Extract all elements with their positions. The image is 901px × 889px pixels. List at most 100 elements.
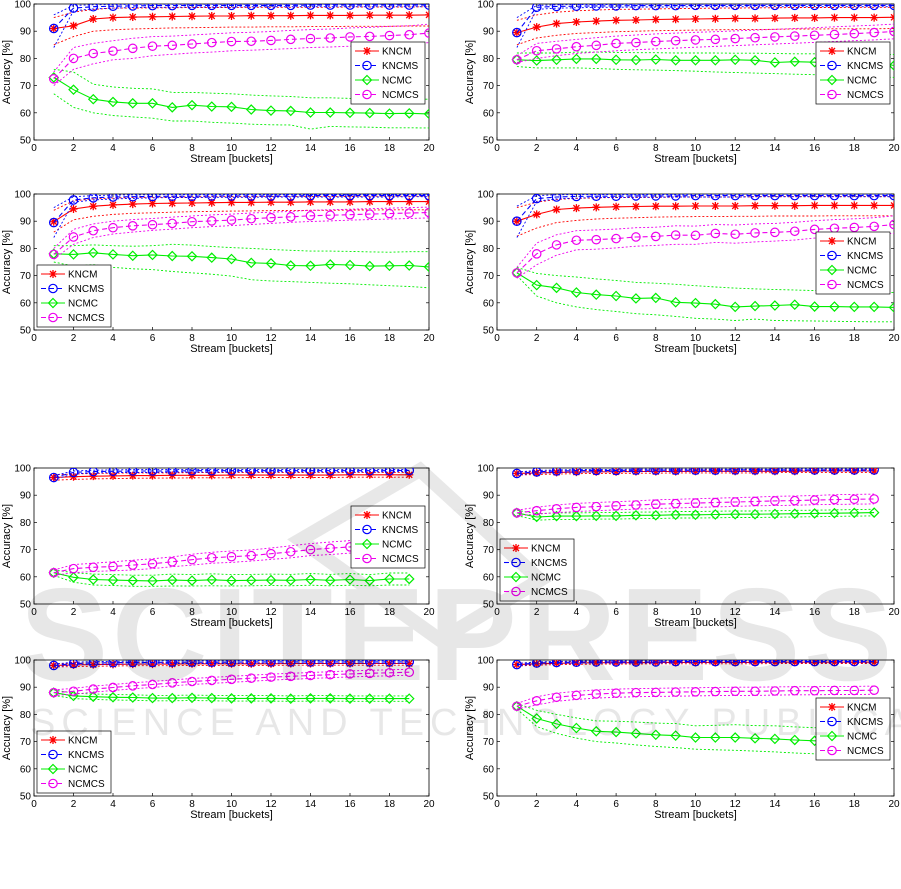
data-point-NCMC — [245, 104, 257, 115]
band-upper-NCMC — [53, 243, 429, 253]
data-point-NCMCS — [364, 209, 375, 219]
data-point-KNCM — [770, 14, 779, 23]
x-tick-label: 16 — [344, 799, 356, 810]
y-tick-label: 50 — [483, 792, 495, 803]
data-point-KNCM — [592, 203, 601, 212]
data-point-NCMCS — [730, 497, 740, 507]
data-point-KNCM — [365, 11, 374, 20]
data-point-KNCMS — [829, 194, 840, 201]
legend-label-KNCMS: KNCMS — [382, 525, 418, 536]
legend-marker-KNCM — [828, 703, 836, 711]
legend: KNCM KNCMS NCMC NCMCS — [36, 730, 112, 794]
data-point-NCMCS — [384, 667, 395, 678]
data-point-KNCMS — [325, 194, 336, 201]
x-tick-label: 4 — [574, 143, 580, 154]
data-point-KNCMS — [404, 4, 415, 10]
band-upper-KNCM — [516, 196, 894, 209]
data-point-KNCM — [49, 473, 58, 482]
data-point-NCMC — [551, 718, 562, 730]
data-point-KNCMS — [531, 4, 542, 13]
data-point-KNCMS — [849, 660, 860, 667]
y-tick-label: 50 — [483, 326, 495, 337]
data-point-NCMC — [147, 97, 158, 109]
x-tick-label: 14 — [769, 143, 781, 154]
data-point-KNCMS — [68, 4, 79, 13]
data-point-NCMCS — [48, 567, 59, 578]
data-point-KNCM — [109, 660, 117, 669]
data-point-NCMC — [107, 691, 119, 703]
x-tick-label: 12 — [265, 143, 277, 154]
legend-marker-NCMCS — [48, 778, 58, 789]
series-line-NCMCS — [516, 498, 875, 514]
data-point-KNCM — [711, 14, 720, 23]
data-point-KNCM — [830, 201, 839, 210]
data-point-KNCM — [532, 468, 541, 477]
data-point-KNCM — [247, 11, 256, 20]
data-point-NCMC — [147, 692, 158, 704]
x-axis-label: Stream [buckets] — [190, 153, 273, 165]
series-line-KNCMS — [53, 469, 410, 479]
data-point-KNCM — [512, 217, 521, 226]
data-point-KNCMS — [88, 4, 99, 12]
chart-r4c2: 0 2 4 6 8 10 12 14 16 18 20 50 60 70 80 90 100 Stream [bu… — [464, 656, 900, 822]
series-line-NCMCS — [53, 541, 410, 574]
x-tick-label: 10 — [226, 333, 238, 344]
data-point-NCMC — [729, 301, 741, 313]
x-tick-label: 20 — [888, 143, 900, 154]
data-point-KNCM — [751, 201, 760, 210]
legend: KNCM KNCMS NCMC NCMCS — [350, 41, 426, 105]
data-point-KNCM — [612, 468, 621, 476]
data-point-NCMCS — [325, 33, 336, 43]
data-point-KNCMS — [670, 660, 681, 667]
data-point-NCMC — [265, 258, 277, 269]
data-point-NCMC — [305, 693, 316, 704]
data-point-NCMC — [206, 692, 218, 704]
data-point-NCMCS — [730, 686, 740, 697]
data-point-KNCMS — [889, 4, 894, 11]
data-point-NCMC — [749, 54, 761, 66]
x-tick-label: 12 — [730, 333, 742, 344]
x-tick-label: 12 — [730, 143, 742, 154]
data-point-NCMCS — [147, 558, 158, 569]
legend-label-KNCMS: KNCMS — [68, 750, 104, 761]
plot-series — [48, 660, 415, 704]
data-point-KNCMS — [127, 660, 138, 668]
data-point-NCMCS — [591, 501, 602, 512]
legend-marker-KNCMS — [827, 716, 837, 727]
data-point-KNCM — [128, 660, 137, 669]
data-point-KNCM — [631, 16, 640, 25]
y-axis-label: Accuracy [%] — [464, 40, 476, 104]
band-upper-KNCMS — [516, 660, 875, 664]
legend-label-KNCM: KNCM — [847, 703, 876, 714]
data-point-NCMC — [670, 509, 681, 521]
data-point-NCMCS — [325, 669, 336, 680]
data-point-NCMC — [364, 260, 376, 272]
data-point-NCMCS — [206, 675, 217, 686]
data-point-KNCMS — [206, 4, 217, 11]
data-point-NCMCS — [364, 668, 375, 679]
data-point-NCMC — [670, 730, 681, 741]
data-point-NCMCS — [869, 27, 879, 38]
data-point-NCMCS — [750, 686, 760, 697]
data-point-NCMCS — [710, 228, 721, 239]
band-lower-KNCMS — [516, 196, 894, 238]
data-point-NCMCS — [650, 36, 661, 47]
data-point-NCMC — [186, 250, 198, 262]
data-point-KNCM — [870, 660, 879, 667]
x-tick-label: 14 — [305, 607, 317, 618]
data-point-NCMC — [749, 508, 761, 520]
x-tick-label: 18 — [849, 799, 861, 810]
data-point-KNCMS — [226, 4, 237, 11]
data-point-KNCMS — [670, 4, 681, 11]
data-point-KNCM — [326, 197, 335, 206]
data-point-NCMCS — [710, 34, 721, 45]
data-point-KNCM — [148, 199, 157, 208]
data-point-KNCMS — [384, 660, 395, 667]
x-tick-label: 8 — [189, 799, 195, 810]
data-point-NCMCS — [512, 54, 522, 65]
data-point-KNCMS — [869, 194, 879, 201]
data-point-KNCM — [286, 198, 295, 207]
data-point-NCMC — [610, 510, 622, 522]
legend-label-KNCM: KNCM — [847, 47, 876, 58]
